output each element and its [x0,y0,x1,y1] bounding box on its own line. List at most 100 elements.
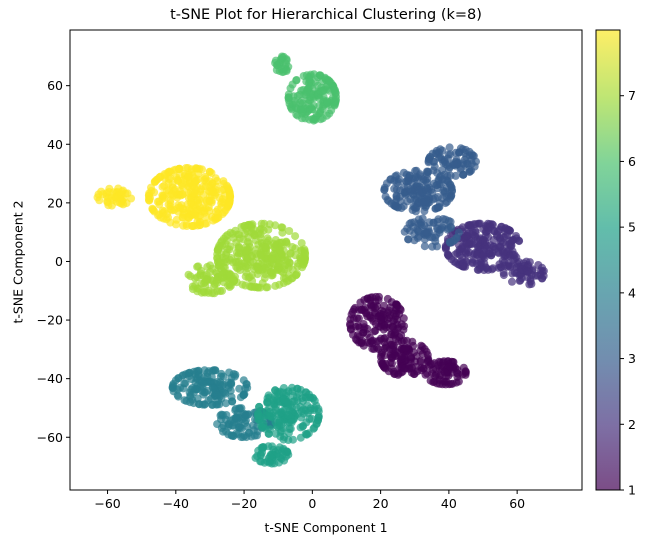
scatter-point [288,383,296,392]
scatter-point [476,258,485,267]
scatter-point [185,372,193,381]
scatter-point [404,176,413,185]
scatter-point [496,242,505,251]
scatter-point [275,458,283,467]
scatter-point [257,250,266,259]
scatter-point [506,237,515,245]
scatter-point [325,76,334,85]
scatter-point [446,217,455,226]
scatter-point [410,230,419,239]
scatter-point [435,203,444,211]
scatter-point [209,187,218,196]
scatter-point [481,237,490,246]
colorbar-tick-label: 6 [628,154,636,169]
scatter-point [348,307,357,316]
scatter-point [281,274,290,283]
scatter-point [515,237,524,246]
scatter-point [239,390,248,399]
scatter-point [247,282,256,291]
scatter-point [397,337,406,346]
scatter-point [499,271,508,280]
scatter-point [153,197,162,206]
cluster-4 [168,366,276,442]
scatter-point [451,258,460,267]
scatter-point [433,184,442,193]
scatter-point [291,232,300,241]
scatter-point [212,276,221,285]
scatter-point [401,344,410,353]
scatter-point [404,235,413,244]
colorbar-tick-label: 1 [628,483,636,498]
scatter-point [178,213,187,222]
scatter-point [188,285,197,294]
scatter-point [302,88,311,97]
scatter-point [429,218,438,227]
scatter-point [470,232,479,241]
scatter-point [461,367,470,376]
scatter-point [462,245,471,254]
scatter-point [465,167,474,176]
scatter-point [323,97,331,106]
scatter-point [220,208,228,217]
scatter-point [406,185,415,194]
scatter-point [420,221,429,230]
scatter-point [304,99,313,108]
scatter-point [487,265,496,274]
x-axis: −60 −40 −20 0 20 40 60 [94,490,525,511]
scatter-point [229,274,238,283]
scatter-point [391,328,400,337]
scatter-point [273,452,282,461]
scatter-point [302,418,311,427]
colorbar [596,30,620,490]
scatter-point [188,189,197,198]
scatter-point [392,300,401,309]
chart-title: t-SNE Plot for Hierarchical Clustering (… [170,7,482,23]
scatter-point [488,220,497,229]
scatter-point [238,280,247,289]
scatter-point [219,177,228,186]
scatter-point [474,265,483,274]
x-tick-label: 40 [441,496,457,511]
scatter-point [202,212,211,221]
scatter-point [250,231,259,240]
scatter-point [305,390,313,399]
scatter-point [419,177,428,186]
scatter-point [256,283,265,292]
scatter-point [466,221,475,229]
scatter-point [420,242,429,251]
scatter-point [281,256,290,265]
scatter-point [250,431,259,440]
scatter-point [200,288,209,297]
scatter-point [451,161,460,170]
scatter-point [298,109,307,118]
scatter-point [232,238,241,247]
scatter-point [418,342,427,351]
scatter-point [249,421,257,430]
scatter-point [243,410,252,419]
scatter-point [539,271,548,280]
scatter-point [346,321,355,330]
scatter-point [314,412,323,421]
scatter-point [119,194,128,203]
scatter-point [225,280,234,289]
x-tick-label: −60 [94,496,120,511]
scatter-point [499,233,508,242]
scatter-point [386,303,395,312]
scatter-point [410,196,419,204]
scatter-point [174,176,183,185]
scatter-point [223,202,232,211]
scatter-point [224,184,233,193]
scatter-point [278,53,287,62]
scatter-point [257,443,266,452]
scatter-point [444,165,453,173]
scatter-point [226,242,235,251]
y-tick-label: 0 [55,254,63,269]
scatter-point [409,223,418,231]
scatter-point [516,276,525,285]
scatter-point [421,227,429,236]
scatter-point [202,219,211,228]
scatter-point [523,267,532,276]
scatter-point [293,92,302,100]
scatter-point [155,173,163,182]
scatter-point [235,384,244,393]
